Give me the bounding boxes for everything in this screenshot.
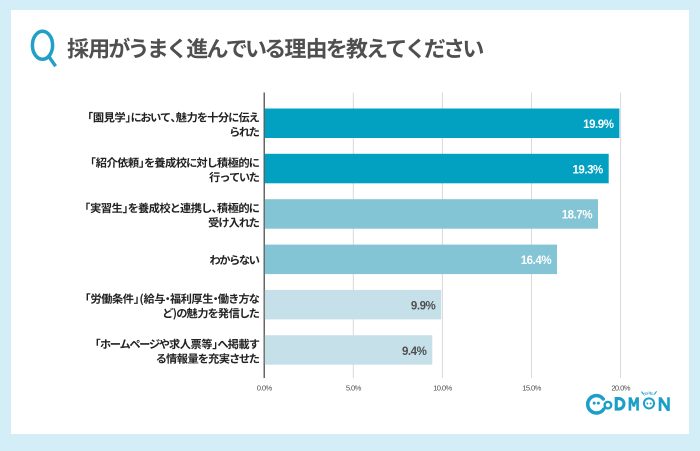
svg-text:9.4%: 9.4% <box>402 346 427 358</box>
svg-text:20.0%: 20.0% <box>611 383 630 392</box>
svg-text:9.9%: 9.9% <box>411 300 436 312</box>
svg-text:0.0%: 0.0% <box>257 383 273 392</box>
svg-text:19.9%: 19.9% <box>583 119 614 131</box>
svg-text:5.0%: 5.0% <box>346 383 362 392</box>
svg-text:10.0%: 10.0% <box>433 383 452 392</box>
svg-text:16.4%: 16.4% <box>521 255 552 267</box>
svg-text:19.3%: 19.3% <box>572 164 603 176</box>
svg-text:18.7%: 18.7% <box>562 210 593 222</box>
svg-text:15.0%: 15.0% <box>522 383 541 392</box>
